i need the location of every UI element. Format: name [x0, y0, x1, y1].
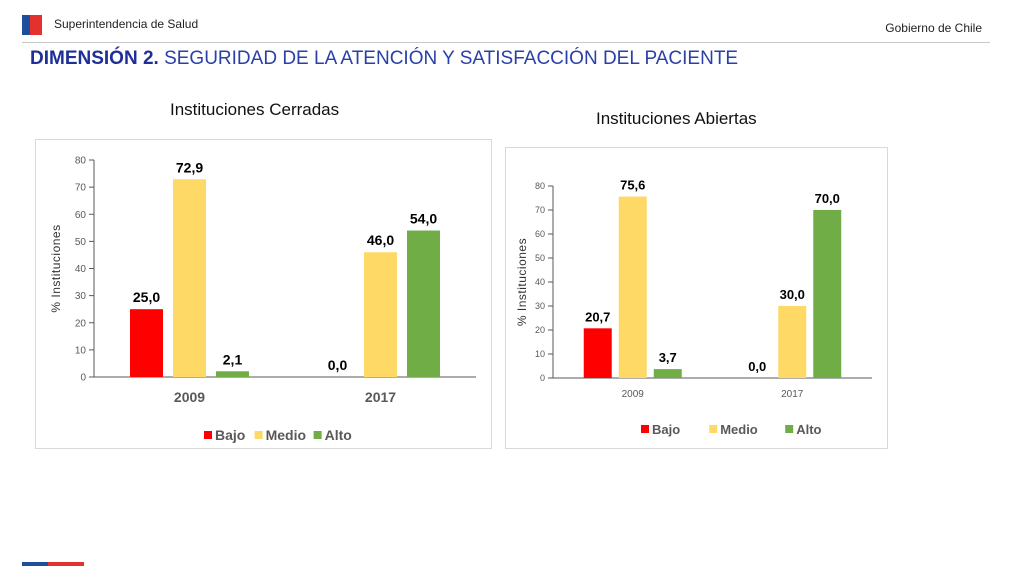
footer-bar-red [48, 562, 84, 566]
x-tick-label: 2017 [781, 389, 804, 400]
footer-bar-blue [22, 562, 48, 566]
page-title-rest: SEGURIDAD DE LA ATENCIÓN Y SATISFACCIÓN … [158, 48, 739, 69]
y-tick-label: 0 [80, 373, 86, 384]
data-label: 54,0 [410, 211, 437, 227]
legend-swatch-medio [254, 431, 263, 439]
page-title: DIMENSIÓN 2. SEGURIDAD DE LA ATENCIÓN Y … [30, 48, 738, 70]
bar-bajo-2009 [130, 309, 163, 377]
organization-name: Superintendencia de Salud [54, 17, 199, 31]
bar-medio-2009 [618, 196, 647, 378]
y-tick-label: 60 [75, 210, 87, 221]
chart-title-abiertas: Instituciones Abiertas [596, 109, 757, 128]
data-label: 70,0 [815, 191, 840, 206]
bar-medio-2017 [778, 306, 807, 378]
bar-alto-2017 [813, 210, 842, 378]
legend-label-medio: Medio [720, 422, 758, 437]
chile-flag-logo [22, 15, 42, 35]
flag-red [30, 15, 42, 35]
legend-label-bajo: Bajo [652, 422, 680, 437]
footer-flag-bar [22, 562, 84, 566]
y-tick-label: 70 [535, 205, 545, 215]
y-tick-label: 0 [540, 373, 545, 383]
data-label: 0,0 [748, 359, 766, 374]
y-tick-label: 20 [535, 325, 545, 335]
data-label: 75,6 [620, 178, 645, 193]
chart-panel-cerradas: 0 10 20 30 40 50 60 70 80 % Instituciones 25,0 72,9… [35, 139, 492, 449]
legend-swatch-medio [709, 425, 718, 433]
data-label: 25,0 [133, 289, 160, 305]
bar-alto-2009 [216, 371, 249, 377]
data-label: 72,9 [176, 159, 203, 175]
y-tick-label: 60 [535, 229, 545, 239]
legend-swatch-bajo [641, 425, 649, 433]
government-name: Gobierno de Chile [885, 21, 982, 35]
x-tick-label: 2009 [622, 389, 645, 400]
data-label: 0,0 [328, 357, 348, 373]
legend-label-medio: Medio [266, 427, 306, 443]
legend-swatch-bajo [204, 431, 212, 439]
bar-alto-2009 [653, 369, 682, 378]
page-title-bold: DIMENSIÓN 2. [30, 48, 159, 69]
bar-medio-2017 [364, 252, 397, 377]
y-tick-label: 40 [535, 277, 545, 287]
y-tick-label: 30 [75, 291, 87, 302]
y-tick-label: 80 [75, 156, 87, 167]
y-tick-label: 70 [75, 183, 87, 194]
data-label: 2,1 [223, 351, 243, 367]
data-label: 30,0 [780, 287, 805, 302]
y-axis-label: % Instituciones [515, 238, 529, 326]
x-tick-label: 2009 [174, 389, 205, 405]
legend-swatch-alto [313, 431, 322, 439]
data-label: 46,0 [367, 232, 394, 248]
legend-label-bajo: Bajo [215, 427, 245, 443]
y-tick-label: 30 [535, 301, 545, 311]
y-tick-label: 80 [535, 181, 545, 191]
legend-swatch-alto [785, 425, 794, 433]
y-tick-label: 20 [75, 318, 87, 329]
y-tick-label: 10 [535, 349, 545, 359]
data-label: 3,7 [659, 350, 677, 365]
bar-alto-2017 [407, 230, 440, 377]
y-tick-label: 50 [75, 237, 87, 248]
y-tick-label: 50 [535, 253, 545, 263]
y-tick-label: 40 [75, 264, 87, 275]
flag-blue [22, 15, 30, 35]
chart-title-cerradas: Instituciones Cerradas [170, 100, 340, 119]
chart-panel-abiertas: 0 10 20 30 40 50 60 70 80 % Instituciones 20,7 75,6… [505, 147, 888, 449]
y-axis-label: % Instituciones [49, 224, 63, 312]
legend-label-alto: Alto [325, 427, 352, 443]
data-label: 20,7 [585, 309, 610, 324]
bar-bajo-2009 [583, 328, 612, 378]
chart-cerradas: 0 10 20 30 40 50 60 70 80 % Instituciones 25,0 72,9… [49, 156, 476, 443]
legend-label-alto: Alto [796, 422, 821, 437]
header-divider [22, 42, 990, 43]
bar-medio-2009 [173, 179, 206, 377]
x-tick-label: 2017 [365, 389, 396, 405]
y-tick-label: 10 [75, 345, 87, 356]
chart-abiertas: 0 10 20 30 40 50 60 70 80 % Instituciones 20,7 75,6… [515, 178, 872, 437]
